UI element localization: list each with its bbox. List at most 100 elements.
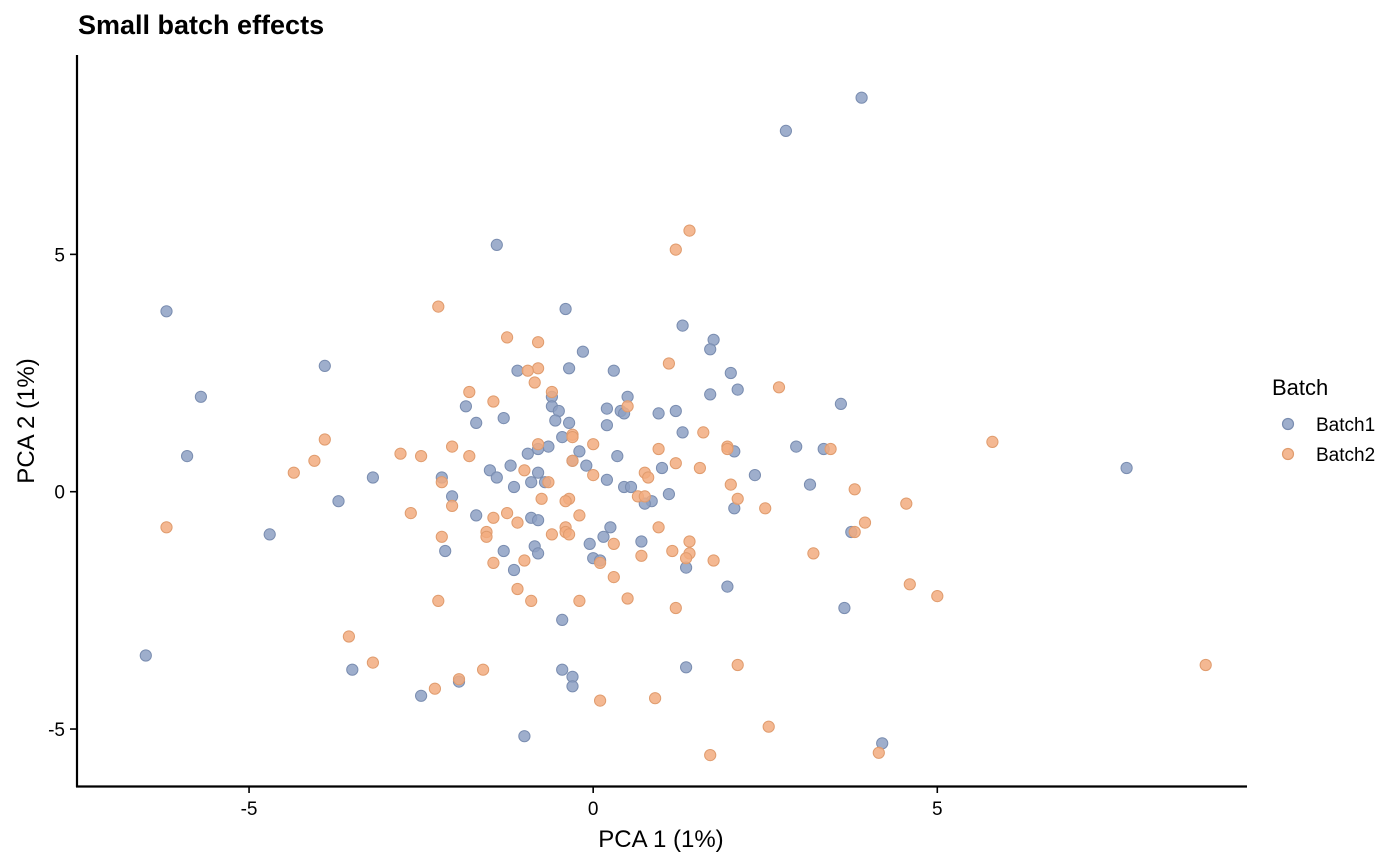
point-batch2	[662, 357, 676, 370]
point-batch2	[487, 556, 500, 570]
point-batch2	[463, 385, 476, 399]
point-batch2	[759, 502, 772, 515]
point-batch1	[576, 345, 590, 358]
point-batch1	[332, 495, 345, 508]
point-batch1	[346, 663, 359, 676]
point-batch1	[669, 404, 682, 418]
point-batch1	[604, 521, 617, 534]
point-batch2	[566, 431, 579, 444]
point-batch2	[635, 549, 648, 562]
point-batch2	[308, 454, 321, 467]
point-batch2	[518, 464, 531, 477]
data-points	[139, 91, 1212, 762]
point-batch2	[1199, 658, 1212, 672]
point-batch1	[139, 649, 152, 662]
point-batch1	[181, 450, 194, 463]
point-batch2	[872, 746, 885, 759]
y-tick-label: 0	[54, 483, 65, 504]
point-batch1	[779, 124, 793, 137]
point-batch2	[724, 478, 737, 491]
point-batch2	[680, 552, 693, 565]
point-batch2	[683, 535, 696, 548]
point-batch2	[432, 300, 445, 313]
point-batch2	[521, 364, 534, 377]
point-batch2	[642, 471, 655, 484]
point-batch1	[580, 459, 593, 472]
point-batch2	[160, 521, 173, 534]
chart-title: Small batch effects	[78, 10, 324, 40]
x-tick-label: 5	[932, 799, 943, 820]
point-batch2	[532, 438, 545, 451]
point-batch2	[573, 594, 586, 608]
y-tick-label: -5	[48, 720, 65, 741]
point-batch1	[597, 530, 610, 543]
point-batch2	[621, 400, 634, 413]
point-batch2	[594, 556, 607, 570]
point-batch1	[160, 305, 173, 318]
point-batch2	[683, 224, 696, 237]
point-batch2	[772, 381, 786, 394]
point-batch1	[556, 663, 569, 676]
point-batch2	[731, 492, 744, 505]
point-batch1	[563, 416, 576, 429]
point-batch1	[731, 383, 744, 396]
x-tick-label: 0	[588, 799, 599, 820]
point-batch1	[507, 480, 521, 494]
point-batch2	[666, 544, 679, 558]
point-batch2	[480, 530, 493, 543]
point-batch1	[563, 362, 576, 375]
point-batch2	[669, 601, 682, 615]
point-batch2	[607, 537, 620, 551]
point-batch1	[566, 680, 579, 693]
point-batch2	[707, 554, 720, 567]
point-batch2	[432, 594, 445, 608]
legend-title: Batch	[1272, 375, 1328, 400]
point-batch1	[855, 91, 868, 104]
point-batch1	[556, 613, 569, 627]
point-batch2	[435, 530, 448, 543]
point-batch2	[511, 582, 524, 596]
point-batch1	[721, 580, 734, 593]
point-batch2	[731, 658, 744, 672]
point-batch1	[635, 535, 648, 548]
point-batch2	[652, 521, 665, 534]
point-batch1	[470, 416, 483, 429]
point-batch2	[559, 495, 572, 508]
legend: Batch Batch1 Batch2	[1272, 375, 1375, 466]
legend-key-batch1	[1281, 417, 1295, 431]
point-batch2	[446, 440, 459, 453]
point-batch1	[573, 445, 586, 458]
point-batch2	[542, 476, 555, 489]
point-batch1	[676, 319, 689, 332]
point-batch1	[803, 478, 817, 491]
point-batch1	[600, 419, 614, 432]
point-batch2	[435, 476, 448, 489]
point-batch2	[342, 630, 355, 643]
point-batch2	[594, 694, 607, 707]
point-batch1	[652, 407, 665, 420]
point-batch2	[721, 442, 734, 456]
point-batch1	[559, 302, 572, 316]
point-batch2	[566, 454, 579, 467]
point-batch2	[487, 395, 500, 408]
point-batch2	[900, 497, 913, 510]
point-batch2	[287, 466, 300, 479]
point-batch2	[535, 492, 548, 505]
y-axis-title: PCA 2 (1%)	[13, 358, 40, 483]
point-batch2	[545, 385, 559, 399]
point-batch2	[621, 592, 634, 605]
point-batch1	[318, 359, 331, 372]
point-batch1	[676, 426, 689, 439]
point-batch1	[525, 476, 538, 489]
point-batch1	[459, 400, 472, 413]
point-batch1	[655, 461, 669, 475]
point-batch2	[501, 331, 514, 344]
point-batch1	[748, 469, 762, 482]
point-batch2	[573, 509, 586, 522]
point-batch1	[624, 480, 638, 494]
point-batch1	[583, 537, 596, 551]
point-batch1	[504, 459, 517, 472]
point-batch2	[587, 438, 600, 451]
point-batch1	[532, 514, 545, 527]
